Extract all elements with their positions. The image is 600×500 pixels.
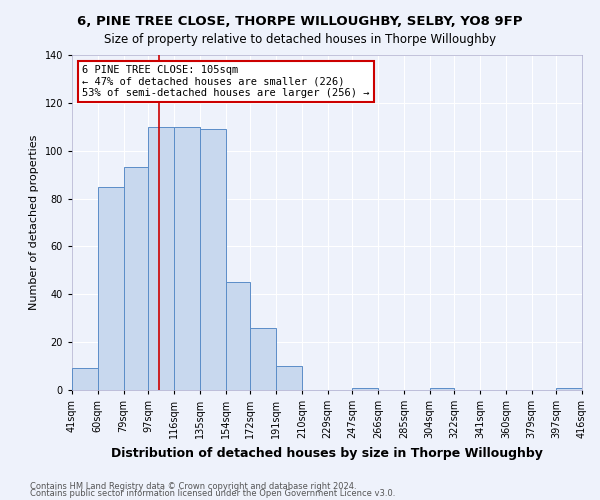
Bar: [276, 366, 302, 390]
Bar: [148, 127, 174, 390]
Bar: [226, 282, 250, 390]
Text: 6, PINE TREE CLOSE, THORPE WILLOUGHBY, SELBY, YO8 9FP: 6, PINE TREE CLOSE, THORPE WILLOUGHBY, S…: [77, 15, 523, 28]
Text: Size of property relative to detached houses in Thorpe Willoughby: Size of property relative to detached ho…: [104, 32, 496, 46]
Text: Contains HM Land Registry data © Crown copyright and database right 2024.: Contains HM Land Registry data © Crown c…: [30, 482, 356, 491]
Bar: [124, 168, 148, 390]
Text: 6 PINE TREE CLOSE: 105sqm
← 47% of detached houses are smaller (226)
53% of semi: 6 PINE TREE CLOSE: 105sqm ← 47% of detac…: [82, 65, 370, 98]
X-axis label: Distribution of detached houses by size in Thorpe Willoughby: Distribution of detached houses by size …: [111, 446, 543, 460]
Bar: [72, 368, 98, 390]
Text: Contains public sector information licensed under the Open Government Licence v3: Contains public sector information licen…: [30, 489, 395, 498]
Bar: [200, 129, 226, 390]
Bar: [556, 388, 582, 390]
Bar: [352, 388, 378, 390]
Bar: [174, 127, 200, 390]
Y-axis label: Number of detached properties: Number of detached properties: [29, 135, 39, 310]
Bar: [430, 388, 454, 390]
Bar: [98, 186, 124, 390]
Bar: [250, 328, 276, 390]
